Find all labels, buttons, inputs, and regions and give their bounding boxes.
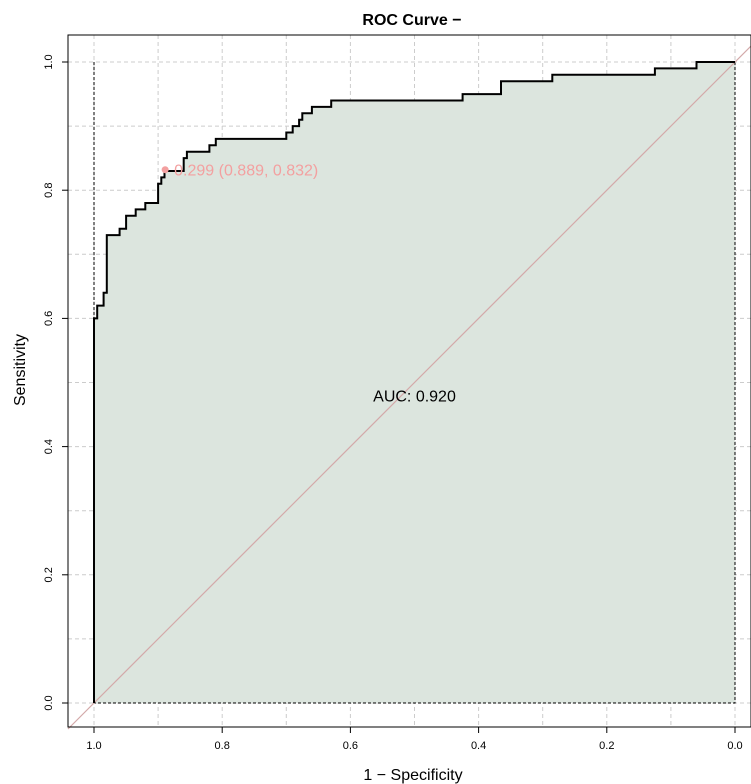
y-tick-label: 1.0 [43, 54, 55, 69]
y-tick-label: 0.8 [43, 183, 55, 198]
x-tick-label: 0.0 [727, 740, 742, 752]
roc-curve-line [93, 61, 735, 703]
best-threshold-label: 0.299 (0.889, 0.832) [174, 163, 318, 180]
best-threshold-point [161, 166, 169, 174]
diagonal-reference-line [67, 45, 751, 730]
x-tick-label: 0.2 [599, 740, 614, 752]
y-tick-label: 0.6 [43, 311, 55, 326]
y-tick-label: 0.4 [43, 439, 55, 454]
auc-label: AUC: 0.920 [373, 388, 456, 405]
x-tick-label: 0.4 [471, 740, 486, 752]
x-tick-label: 0.6 [343, 740, 358, 752]
y-tick-label: 0.2 [43, 567, 55, 582]
x-tick-label: 1.0 [86, 740, 101, 752]
chart-title: ROC Curve − [362, 12, 461, 29]
y-tick-label: 0.0 [43, 695, 55, 710]
x-axis-label: 1 − Specificity [363, 767, 462, 784]
y-axis-label: Sensitivity [12, 334, 29, 406]
x-tick-label: 0.8 [215, 740, 230, 752]
plot-frame [67, 34, 751, 728]
